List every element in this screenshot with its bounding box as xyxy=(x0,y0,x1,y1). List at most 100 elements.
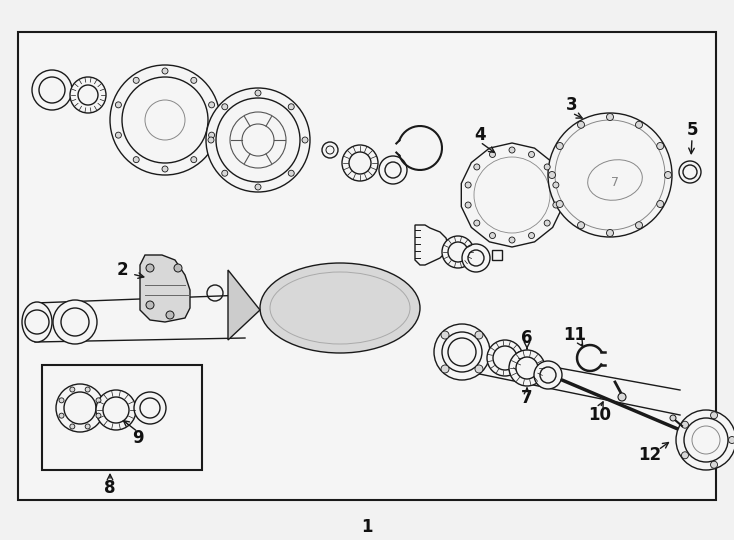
Circle shape xyxy=(534,361,562,389)
Circle shape xyxy=(528,151,534,158)
Circle shape xyxy=(441,365,449,373)
Circle shape xyxy=(487,340,523,376)
Circle shape xyxy=(729,436,734,443)
Circle shape xyxy=(528,233,534,239)
Circle shape xyxy=(490,151,495,158)
Circle shape xyxy=(115,102,121,108)
Circle shape xyxy=(222,170,228,176)
Circle shape xyxy=(465,202,471,208)
Circle shape xyxy=(548,113,672,237)
Text: 4: 4 xyxy=(474,126,486,144)
Circle shape xyxy=(556,143,563,150)
Circle shape xyxy=(133,157,139,163)
Ellipse shape xyxy=(22,302,52,342)
Circle shape xyxy=(162,68,168,74)
Circle shape xyxy=(53,300,97,344)
Circle shape xyxy=(475,331,483,339)
Circle shape xyxy=(288,104,294,110)
Circle shape xyxy=(676,410,734,470)
Circle shape xyxy=(553,182,559,188)
Circle shape xyxy=(70,424,75,429)
Text: 5: 5 xyxy=(686,121,698,139)
Text: 8: 8 xyxy=(104,479,116,497)
Circle shape xyxy=(110,65,220,175)
Circle shape xyxy=(679,161,701,183)
Circle shape xyxy=(509,237,515,243)
Circle shape xyxy=(70,387,75,392)
Bar xyxy=(492,250,502,260)
Circle shape xyxy=(636,222,642,229)
Circle shape xyxy=(664,172,672,179)
Circle shape xyxy=(475,365,483,373)
Circle shape xyxy=(322,142,338,158)
Circle shape xyxy=(681,452,688,459)
Circle shape xyxy=(657,200,664,207)
Circle shape xyxy=(606,230,614,237)
Polygon shape xyxy=(415,225,448,265)
Circle shape xyxy=(255,90,261,96)
Circle shape xyxy=(146,264,154,272)
Circle shape xyxy=(379,156,407,184)
Text: 3: 3 xyxy=(566,96,578,114)
Circle shape xyxy=(474,164,480,170)
Circle shape xyxy=(146,301,154,309)
Ellipse shape xyxy=(260,263,420,353)
Circle shape xyxy=(59,413,64,418)
Circle shape xyxy=(207,285,223,301)
Circle shape xyxy=(509,147,515,153)
Circle shape xyxy=(670,415,676,421)
Circle shape xyxy=(32,70,72,110)
Text: 10: 10 xyxy=(589,406,611,424)
Circle shape xyxy=(553,202,559,208)
Circle shape xyxy=(465,182,471,188)
Circle shape xyxy=(174,264,182,272)
Circle shape xyxy=(255,184,261,190)
Circle shape xyxy=(206,88,310,192)
Circle shape xyxy=(191,157,197,163)
Circle shape xyxy=(134,392,166,424)
Circle shape xyxy=(544,164,550,170)
Circle shape xyxy=(490,233,495,239)
Circle shape xyxy=(544,220,550,226)
Circle shape xyxy=(302,137,308,143)
Circle shape xyxy=(96,413,101,418)
Circle shape xyxy=(222,104,228,110)
Circle shape xyxy=(85,387,90,392)
Bar xyxy=(42,365,202,470)
Circle shape xyxy=(133,77,139,83)
Circle shape xyxy=(474,220,480,226)
Polygon shape xyxy=(228,270,260,340)
Circle shape xyxy=(208,137,214,143)
Circle shape xyxy=(657,143,664,150)
Circle shape xyxy=(191,77,197,83)
Circle shape xyxy=(115,132,121,138)
Circle shape xyxy=(434,324,490,380)
Text: 9: 9 xyxy=(132,429,144,447)
Circle shape xyxy=(342,145,378,181)
Circle shape xyxy=(548,172,556,179)
Circle shape xyxy=(462,244,490,272)
Circle shape xyxy=(711,412,718,419)
Circle shape xyxy=(208,102,214,108)
Circle shape xyxy=(711,461,718,468)
Text: 2: 2 xyxy=(116,261,128,279)
Text: 12: 12 xyxy=(639,446,661,464)
Circle shape xyxy=(578,222,584,229)
Polygon shape xyxy=(140,255,190,322)
Polygon shape xyxy=(461,143,563,247)
Circle shape xyxy=(606,113,614,120)
Text: 1: 1 xyxy=(361,518,373,536)
Circle shape xyxy=(578,122,584,129)
Bar xyxy=(18,32,716,500)
Circle shape xyxy=(96,390,136,430)
Circle shape xyxy=(442,236,474,268)
Circle shape xyxy=(166,311,174,319)
Circle shape xyxy=(441,331,449,339)
Circle shape xyxy=(556,200,563,207)
Text: 7: 7 xyxy=(611,177,619,190)
Text: 7: 7 xyxy=(521,389,533,407)
Circle shape xyxy=(208,132,214,138)
Circle shape xyxy=(636,122,642,129)
Circle shape xyxy=(70,77,106,113)
Circle shape xyxy=(681,421,688,428)
